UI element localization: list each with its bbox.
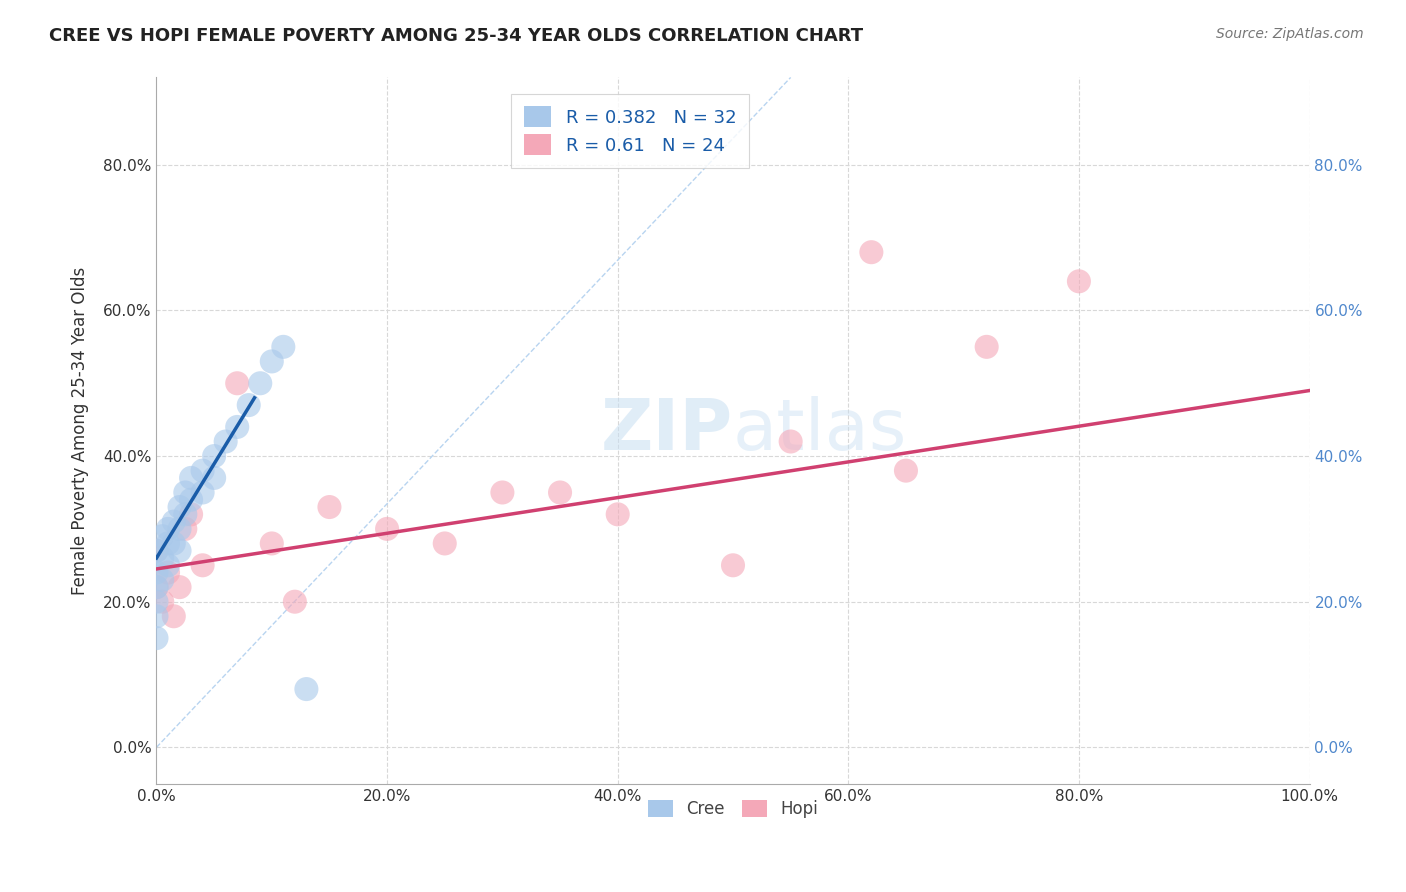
Point	[260, 354, 283, 368]
Point	[491, 485, 513, 500]
Point	[174, 522, 197, 536]
Point	[169, 522, 191, 536]
Point	[548, 485, 571, 500]
Point	[163, 515, 186, 529]
Point	[145, 543, 167, 558]
Point	[180, 492, 202, 507]
Legend: Cree, Hopi: Cree, Hopi	[641, 793, 824, 825]
Point	[145, 580, 167, 594]
Point	[318, 500, 340, 514]
Point	[273, 340, 295, 354]
Point	[894, 464, 917, 478]
Point	[169, 580, 191, 594]
Point	[169, 500, 191, 514]
Point	[180, 471, 202, 485]
Point	[260, 536, 283, 550]
Point	[145, 566, 167, 580]
Point	[215, 434, 238, 449]
Point	[860, 245, 883, 260]
Point	[157, 522, 180, 536]
Y-axis label: Female Poverty Among 25-34 Year Olds: Female Poverty Among 25-34 Year Olds	[72, 267, 89, 595]
Point	[191, 558, 214, 573]
Point	[150, 573, 173, 587]
Text: atlas: atlas	[733, 396, 907, 465]
Point	[249, 376, 271, 391]
Point	[238, 398, 260, 412]
Point	[721, 558, 744, 573]
Point	[145, 595, 167, 609]
Point	[150, 595, 173, 609]
Point	[145, 631, 167, 645]
Point	[145, 543, 167, 558]
Point	[779, 434, 801, 449]
Text: CREE VS HOPI FEMALE POVERTY AMONG 25-34 YEAR OLDS CORRELATION CHART: CREE VS HOPI FEMALE POVERTY AMONG 25-34 …	[49, 27, 863, 45]
Point	[157, 558, 180, 573]
Point	[163, 536, 186, 550]
Point	[191, 485, 214, 500]
Point	[180, 508, 202, 522]
Point	[191, 464, 214, 478]
Point	[202, 449, 225, 463]
Point	[157, 536, 180, 550]
Point	[145, 609, 167, 624]
Point	[606, 508, 628, 522]
Point	[145, 580, 167, 594]
Point	[163, 609, 186, 624]
Point	[375, 522, 398, 536]
Point	[150, 551, 173, 566]
Text: Source: ZipAtlas.com: Source: ZipAtlas.com	[1216, 27, 1364, 41]
Point	[433, 536, 456, 550]
Point	[976, 340, 998, 354]
Point	[150, 529, 173, 543]
Point	[295, 682, 318, 697]
Point	[226, 376, 249, 391]
Point	[157, 566, 180, 580]
Point	[174, 485, 197, 500]
Point	[169, 543, 191, 558]
Point	[202, 471, 225, 485]
Point	[1067, 274, 1090, 288]
Text: ZIP: ZIP	[600, 396, 733, 465]
Point	[284, 595, 307, 609]
Point	[174, 508, 197, 522]
Point	[226, 420, 249, 434]
